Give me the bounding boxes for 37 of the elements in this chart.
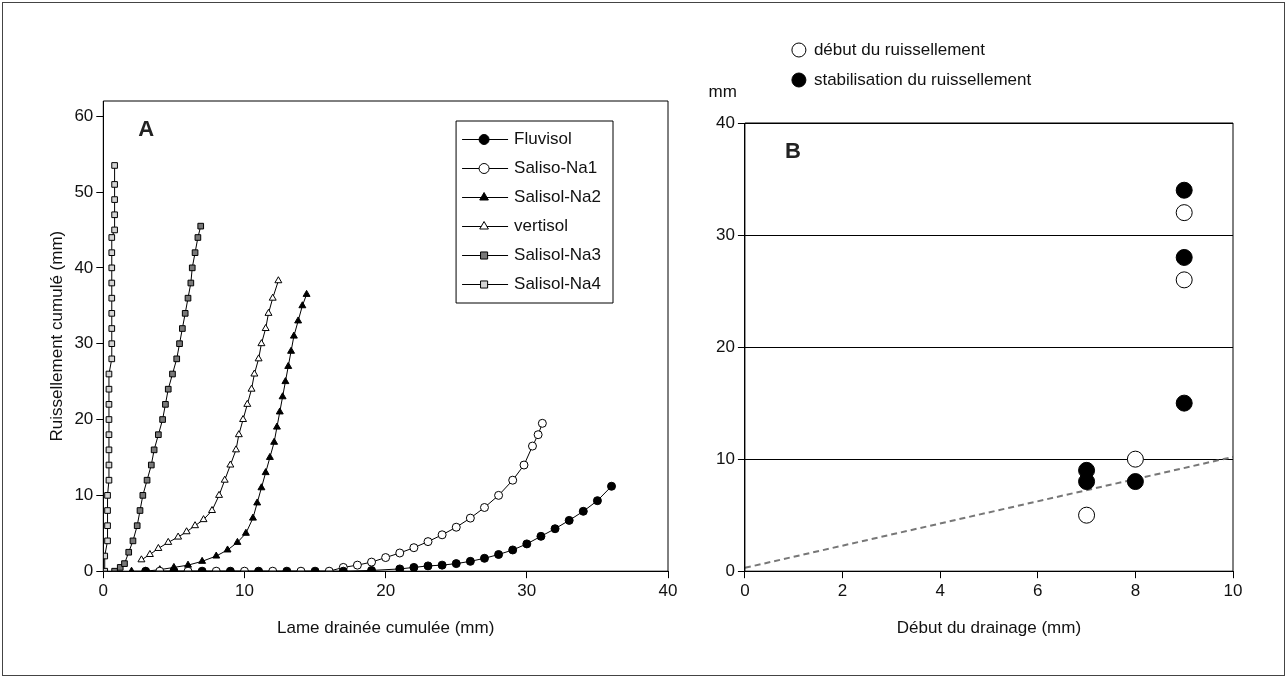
x-tick-label: 0	[740, 581, 750, 601]
y-axis-title: mm	[708, 82, 737, 102]
x-tick-label: 6	[1033, 581, 1043, 601]
y-tick-label: 30	[715, 224, 735, 244]
y-tick-label: 0	[83, 560, 94, 580]
annotation: A	[138, 116, 155, 142]
x-tick-label: 2	[837, 581, 848, 601]
x-tick-label: 20	[376, 581, 396, 601]
y-tick-label: 30	[74, 333, 94, 353]
y-tick-label: 60	[74, 105, 94, 125]
legend-label: Salisol-Na3	[514, 245, 602, 265]
x-tick-label: 40	[658, 581, 678, 601]
x-tick-label: 10	[235, 581, 254, 601]
legend-label: Salisol-Na4	[514, 274, 602, 294]
x-axis-title: Début du drainage (mm)	[896, 618, 1082, 638]
x-tick-label: 8	[1130, 581, 1141, 601]
y-tick-label: 10	[74, 485, 94, 505]
x-axis-title: Lame drainée cumulée (mm)	[277, 618, 495, 638]
legend-label: vertisol	[514, 216, 568, 236]
x-tick-label: 4	[935, 581, 945, 601]
y-tick-label: 20	[74, 409, 94, 429]
y-axis-title: Ruissellement cumulé (mm)	[46, 230, 66, 442]
legend-label: Saliso-Na1	[514, 158, 598, 178]
annotation: B	[784, 138, 801, 164]
legend-label: stabilisation du ruissellement	[813, 69, 1032, 89]
y-tick-label: 20	[715, 336, 735, 356]
legend-label: Salisol-Na2	[514, 187, 602, 207]
x-tick-label: 30	[517, 581, 537, 601]
legend-label: Fluvisol	[514, 129, 572, 149]
y-tick-label: 40	[74, 257, 94, 277]
legend-label: début du ruissellement	[813, 39, 986, 59]
x-tick-label: 10	[1223, 581, 1243, 601]
x-tick-label: 0	[98, 581, 109, 601]
y-tick-label: 40	[715, 112, 735, 132]
y-tick-label: 10	[715, 448, 735, 468]
y-tick-label: 0	[725, 560, 735, 580]
y-tick-label: 50	[74, 181, 94, 201]
